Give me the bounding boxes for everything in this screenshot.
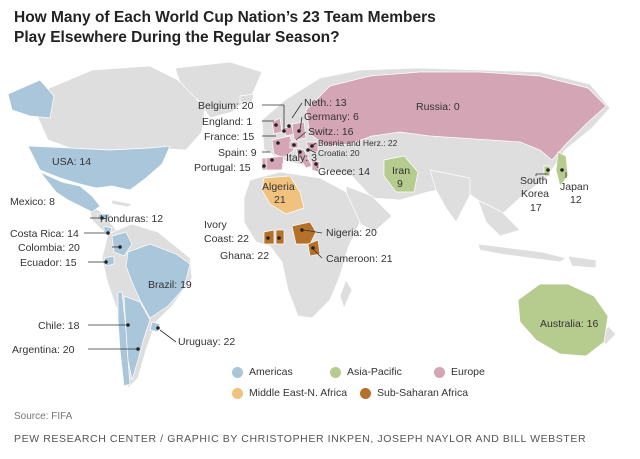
legend-item-mena: Middle East-N. Africa <box>232 387 347 399</box>
source-note: Source: FIFA <box>14 411 73 422</box>
usa <box>27 145 171 191</box>
label-japan-name: Japan <box>560 181 589 193</box>
russia <box>305 71 607 161</box>
label-colombia: Colombia: 20 <box>18 242 80 254</box>
label-bosnia: Bosnia and Herz.: 22 <box>318 138 398 148</box>
portugal <box>261 157 267 171</box>
label-honduras: Honduras: 12 <box>100 213 163 225</box>
alaska <box>7 79 55 119</box>
legend-label-mena: Middle East-N. Africa <box>249 387 348 399</box>
region-europe <box>261 71 607 173</box>
algeria <box>261 175 305 215</box>
label-japan-value: 12 <box>570 194 582 206</box>
region-asia-pacific <box>383 151 609 357</box>
label-brazil: Brazil: 19 <box>148 279 192 291</box>
legend-swatch-mena <box>232 387 243 399</box>
legend-item-asia-pacific: Asia-Pacific <box>330 366 402 378</box>
label-mexico: Mexico: 8 <box>10 196 55 208</box>
label-belgium: Belgium: 20 <box>198 100 254 112</box>
spain <box>265 155 285 171</box>
leaders <box>84 102 567 351</box>
page-title: How Many of Each World Cup Nation’s 23 T… <box>14 9 436 46</box>
label-neth: Neth.: 13 <box>304 97 347 109</box>
label-ivory-line1: Ivory <box>204 219 228 231</box>
label-nigeria: Nigeria: 20 <box>326 227 377 239</box>
legend-swatch-asia-pacific <box>330 366 341 378</box>
legend-item-americas: Americas <box>232 366 293 378</box>
label-australia: Australia: 16 <box>540 318 599 330</box>
label-ivory-line2: Coast: 22 <box>204 233 249 245</box>
legend-swatch-americas <box>232 366 243 378</box>
label-germany: Germany: 6 <box>304 111 359 123</box>
mexico <box>39 171 101 213</box>
label-south-korea-2: Korea <box>521 188 549 200</box>
papua <box>567 255 597 269</box>
legend-label-sub-saharan: Sub-Saharan Africa <box>377 387 469 399</box>
label-switz: Switz.: 16 <box>308 126 354 138</box>
label-cameroon: Cameroon: 21 <box>326 253 393 265</box>
colombia <box>111 231 133 257</box>
label-portugal: Portugal: 15 <box>194 162 251 174</box>
brazil <box>125 243 191 319</box>
legend-label-americas: Americas <box>249 366 293 378</box>
label-algeria-name: Algeria <box>262 181 295 193</box>
se-asia <box>477 199 521 237</box>
region-mena <box>261 175 305 215</box>
legend-label-europe: Europe <box>451 366 485 378</box>
costa-rica <box>103 225 113 235</box>
label-italy: Italy: 3 <box>286 152 317 164</box>
indonesia <box>477 243 567 263</box>
legend-item-sub-saharan: Sub-Saharan Africa <box>360 387 468 399</box>
label-argentina: Argentina: 20 <box>12 344 75 356</box>
canada <box>37 65 206 151</box>
label-south-korea-value: 17 <box>530 202 542 214</box>
nigeria <box>291 221 317 245</box>
india <box>429 169 471 223</box>
greece <box>311 159 321 173</box>
africa <box>243 171 361 319</box>
label-usa: USA: 14 <box>52 156 91 168</box>
legend-swatch-europe <box>434 366 445 378</box>
iran <box>383 155 419 193</box>
label-russia: Russia: 0 <box>416 101 460 113</box>
label-costa-rica: Costa Rica: 14 <box>10 228 79 240</box>
label-chile: Chile: 18 <box>38 320 80 332</box>
label-ecuador: Ecuador: 15 <box>20 257 77 269</box>
label-france: France: 15 <box>204 131 254 143</box>
label-greece: Greece: 14 <box>318 166 370 178</box>
legend-label-asia-pacific: Asia-Pacific <box>347 366 402 378</box>
label-south-korea-1: South <box>520 175 548 187</box>
iceland <box>239 93 255 103</box>
label-iran-value: 9 <box>397 178 403 190</box>
label-spain: Spain: 9 <box>218 147 257 159</box>
label-algeria-value: 21 <box>274 194 286 206</box>
australia <box>517 283 609 357</box>
label-england: England: 1 <box>202 116 252 128</box>
label-iran-name: Iran <box>392 165 410 177</box>
label-uruguay: Uruguay: 22 <box>178 336 235 348</box>
chile <box>117 291 131 387</box>
madagascar <box>339 279 353 309</box>
label-ghana: Ghana: 22 <box>220 250 269 262</box>
credit-line: PEW RESEARCH CENTER / GRAPHIC BY CHRISTO… <box>14 433 587 445</box>
map-labels: USA: 14 Mexico: 8 Honduras: 12 Costa Ric… <box>10 97 599 356</box>
caribbean <box>111 199 133 208</box>
label-croatia: Croatia: 20 <box>318 148 360 158</box>
legend-item-europe: Europe <box>434 366 485 378</box>
argentina <box>123 295 151 381</box>
legend-swatch-sub-saharan <box>360 387 371 399</box>
